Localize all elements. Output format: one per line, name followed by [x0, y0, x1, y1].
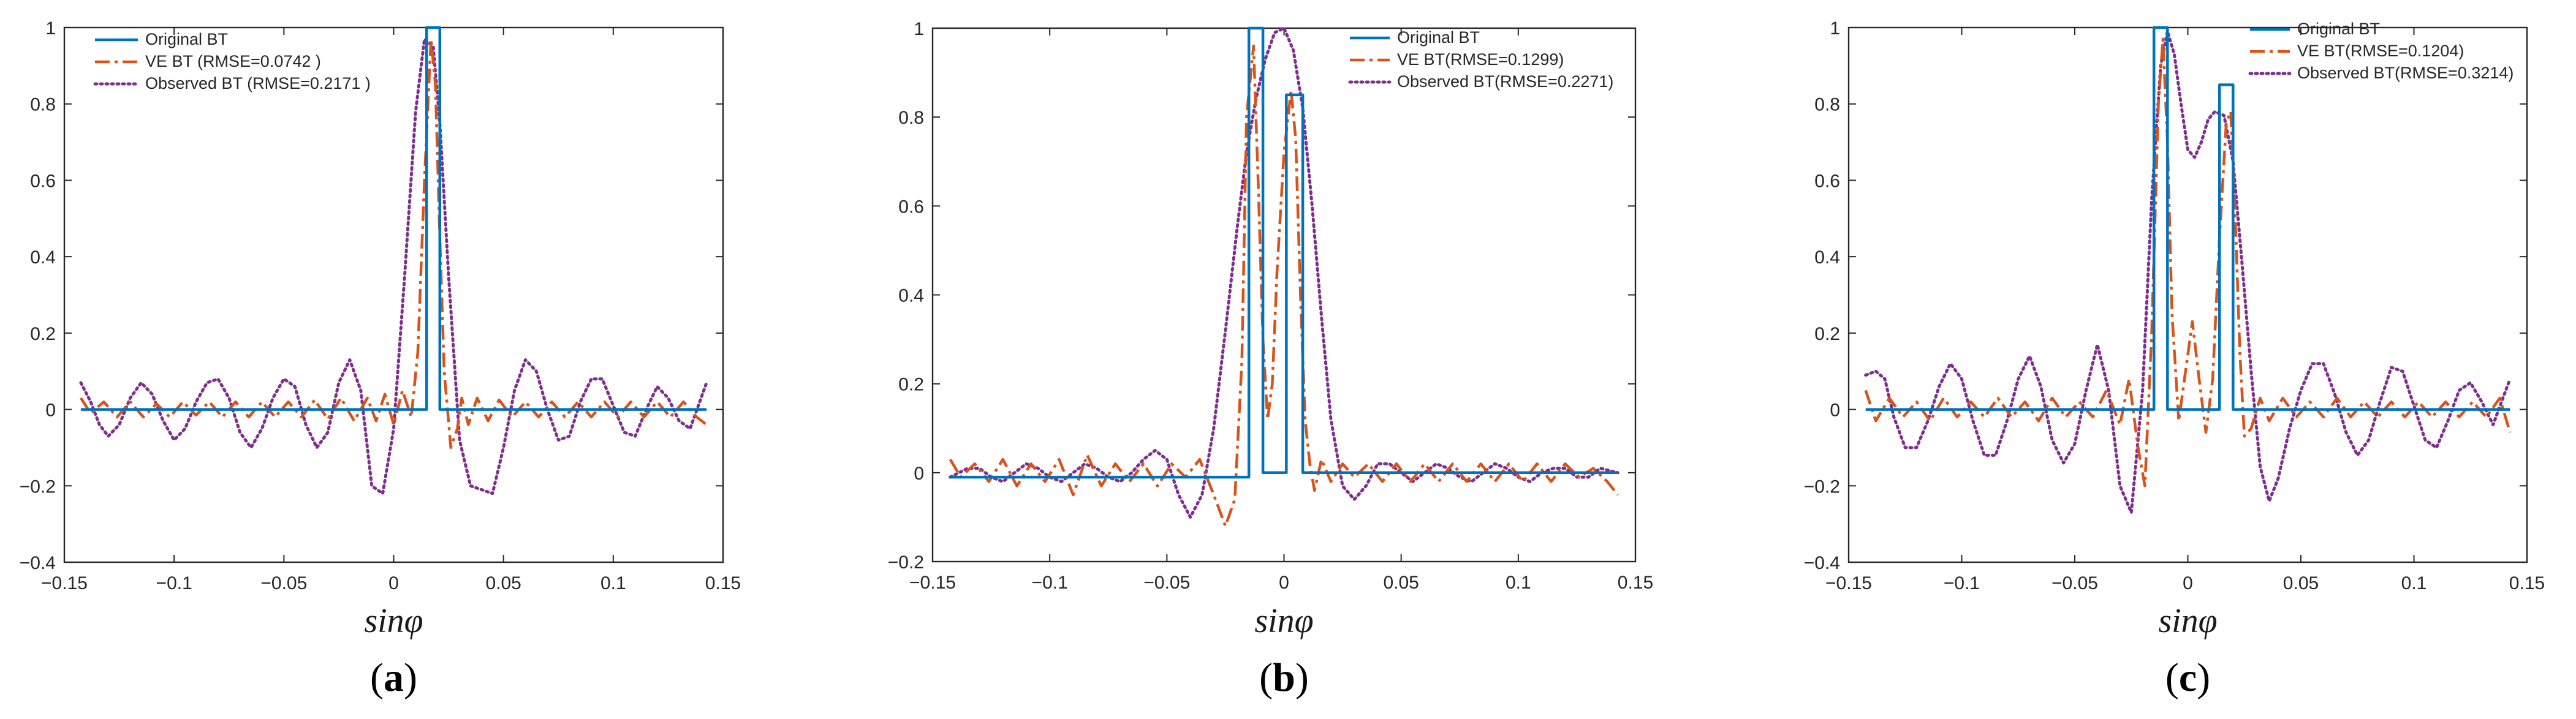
- series-line-observed-bt: [949, 26, 1619, 519]
- series-line-observed-bt: [79, 37, 708, 495]
- panel-caption: (a): [370, 655, 417, 700]
- x-tick-label: −0.15: [909, 573, 956, 593]
- y-tick-label: −0.4: [1804, 553, 1840, 573]
- legend-entry-label: Original BT: [1397, 28, 1480, 47]
- x-axis-label: sinφ: [1254, 602, 1313, 640]
- y-tick-label: 0.6: [30, 171, 56, 191]
- x-tick-label: −0.05: [2051, 573, 2098, 593]
- series-line-ve-bt: [80, 37, 708, 450]
- x-tick-label: 0.05: [1383, 573, 1419, 593]
- x-tick-label: 0.1: [2401, 573, 2427, 593]
- x-tick-label: 0: [388, 573, 399, 593]
- y-tick-label: 0: [45, 401, 56, 421]
- y-tick-label: −0.2: [1804, 476, 1840, 497]
- y-tick-label: 0.8: [1814, 95, 1840, 115]
- y-tick-label: 0: [914, 464, 924, 484]
- y-tick-label: −0.4: [20, 553, 56, 573]
- y-tick-label: 0.4: [1814, 247, 1840, 268]
- series-line-original-bt: [1865, 26, 2510, 411]
- x-tick-label: 0.1: [1506, 573, 1531, 593]
- legend-entry-label: VE BT(RMSE=0.1204): [2297, 42, 2464, 60]
- x-tick-label: −0.15: [41, 573, 88, 593]
- y-tick-label: 0.8: [30, 95, 56, 115]
- plot-area-frame: [1847, 26, 2528, 563]
- y-tick-label: 0.6: [898, 197, 924, 217]
- y-tick-label: 0.8: [898, 108, 924, 128]
- plot-area-frame: [63, 26, 724, 563]
- x-tick-label: 0.15: [2509, 573, 2545, 593]
- legend-entry-label: Original BT: [2297, 20, 2380, 38]
- chart-panel-a: −0.15 −0.1 −0.05 0 0.05 0.1 0.15 −0.4 −0.2 0 0.2 0.…: [20, 18, 741, 700]
- legend-entry-label: Observed BT(RMSE=0.2271): [1397, 72, 1613, 91]
- series-group: [1864, 26, 2512, 514]
- x-tick-label: 0.15: [705, 573, 741, 593]
- x-tick-label: 0.15: [1618, 573, 1653, 593]
- y-tick-label: 0.2: [1814, 324, 1840, 344]
- x-tick-label: −0.05: [1143, 573, 1190, 593]
- x-axis-label: sinφ: [364, 602, 423, 640]
- legend-entry-label: Observed BT(RMSE=0.3214): [2297, 64, 2513, 82]
- series-line-observed-bt: [1864, 29, 2512, 514]
- y-tick-label: 0.2: [30, 324, 56, 344]
- chart-panel-b: −0.15 −0.1 −0.05 0 0.05 0.1 0.15 −0.2 0 0.2 0.4 0.6…: [888, 19, 1653, 700]
- x-tick-label: −0.1: [1944, 573, 1980, 593]
- y-tick-label: 0: [1830, 401, 1840, 421]
- series-line-original-bt: [950, 26, 1618, 479]
- x-tick-label: −0.05: [260, 573, 307, 593]
- y-tick-label: 0.4: [898, 286, 924, 306]
- series-line-original-bt: [80, 26, 707, 411]
- y-tick-label: 0.6: [1814, 171, 1840, 191]
- x-tick-label: −0.15: [1825, 573, 1872, 593]
- legend-entry-label: Observed BT (RMSE=0.2171 ): [145, 74, 371, 92]
- x-tick-label: −0.1: [1032, 573, 1068, 593]
- legend-entry-label: VE BT(RMSE=0.1299): [1397, 50, 1564, 69]
- y-tick-label: 1: [1830, 18, 1840, 39]
- series-group: [79, 26, 708, 495]
- y-tick-label: 0.2: [898, 375, 924, 395]
- legend-entry-label: Original BT: [145, 30, 228, 48]
- y-tick-label: −0.2: [20, 476, 56, 497]
- series-group: [949, 26, 1619, 528]
- x-tick-label: 0.1: [600, 573, 626, 593]
- x-tick-label: 0.05: [485, 573, 521, 593]
- series-line-ve-bt: [949, 44, 1619, 528]
- series-line-ve-bt: [1864, 37, 2512, 487]
- x-axis-label: sinφ: [2158, 602, 2217, 640]
- panel-caption: (c): [2165, 655, 2210, 700]
- x-tick-label: 0: [2183, 573, 2193, 593]
- y-tick-label: 0.4: [30, 247, 56, 268]
- panel-caption: (b): [1259, 655, 1309, 700]
- x-tick-label: 0.05: [2283, 573, 2319, 593]
- y-tick-label: −0.2: [888, 552, 924, 573]
- y-tick-label: 1: [914, 19, 924, 39]
- chart-panel-c: −0.15 −0.1 −0.05 0 0.05 0.1 0.15 −0.4 −0.2 0 0.2 0.…: [1804, 18, 2545, 700]
- x-tick-label: −0.1: [156, 573, 192, 593]
- x-tick-label: 0: [1279, 573, 1289, 593]
- legend-entry-label: VE BT (RMSE=0.0742 ): [145, 52, 321, 70]
- y-tick-label: 1: [45, 18, 56, 39]
